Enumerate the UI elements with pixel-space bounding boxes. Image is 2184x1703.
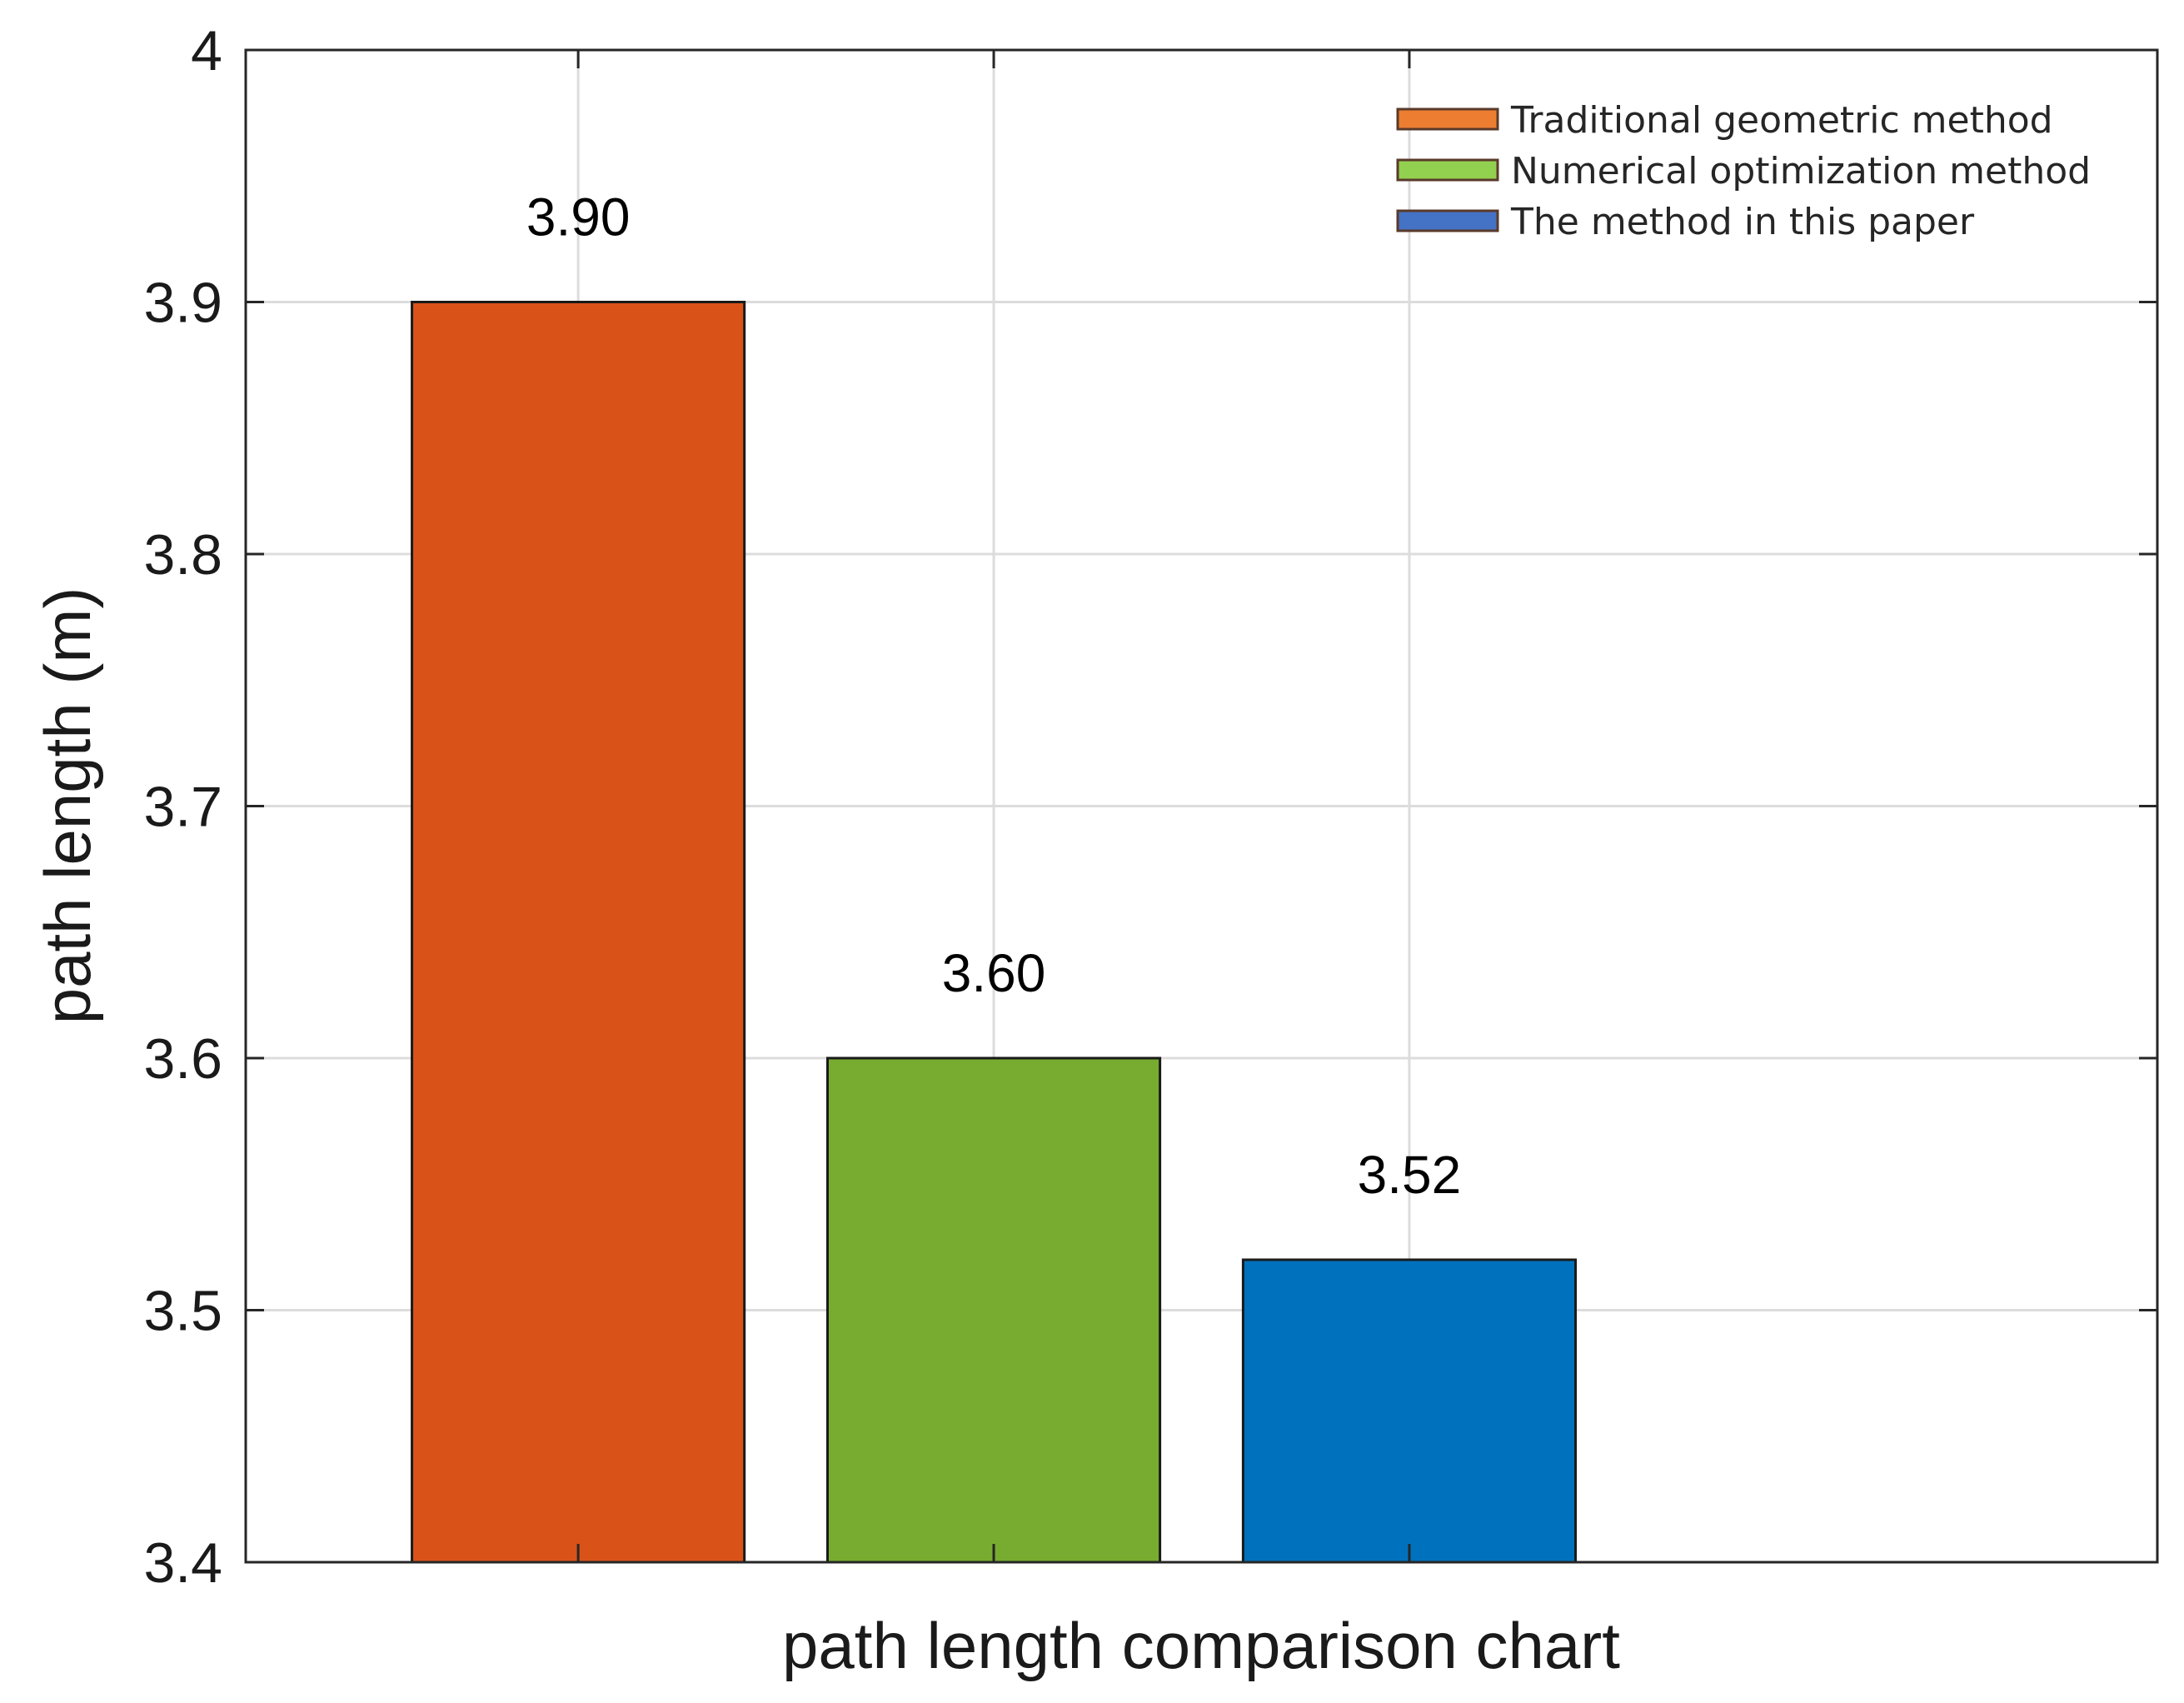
- y-tick-label: 3.6: [143, 1027, 222, 1091]
- y-tick-label: 3.8: [143, 523, 222, 587]
- y-tick-label: 3.5: [143, 1280, 222, 1343]
- y-axis-ticks: 3.4 3.5 3.6 3.7 3.8 3.9 4: [143, 19, 2157, 1595]
- y-tick-label: 4: [191, 19, 222, 82]
- y-tick-label: 3.9: [143, 272, 222, 335]
- y-tick-label: 3.4: [143, 1531, 222, 1595]
- bar-3: [1241, 1258, 1578, 1564]
- legend-swatch-2: [1396, 158, 1499, 182]
- bar-2: [825, 1056, 1162, 1564]
- legend: Traditional geometric method Numerical op…: [1396, 99, 2091, 243]
- data-label-3: 3.52: [1358, 1145, 1462, 1205]
- data-label-1: 3.90: [526, 187, 631, 247]
- y-axis-label: path length (m): [31, 587, 104, 1025]
- legend-label-3: The method in this paper: [1510, 201, 1975, 243]
- bar-1: [411, 301, 746, 1564]
- legend-swatch-3: [1396, 209, 1499, 232]
- legend-swatch-1: [1396, 107, 1499, 131]
- data-labels: 3.90 3.60 3.52: [526, 187, 1461, 1206]
- legend-label-2: Numerical optimization method: [1511, 150, 2091, 192]
- legend-label-1: Traditional geometric method: [1510, 99, 2053, 142]
- y-tick-label: 3.7: [143, 776, 222, 839]
- bars: [411, 301, 1578, 1564]
- x-axis-label: path length comparison chart: [782, 1609, 1620, 1682]
- data-label-2: 3.60: [942, 943, 1046, 1003]
